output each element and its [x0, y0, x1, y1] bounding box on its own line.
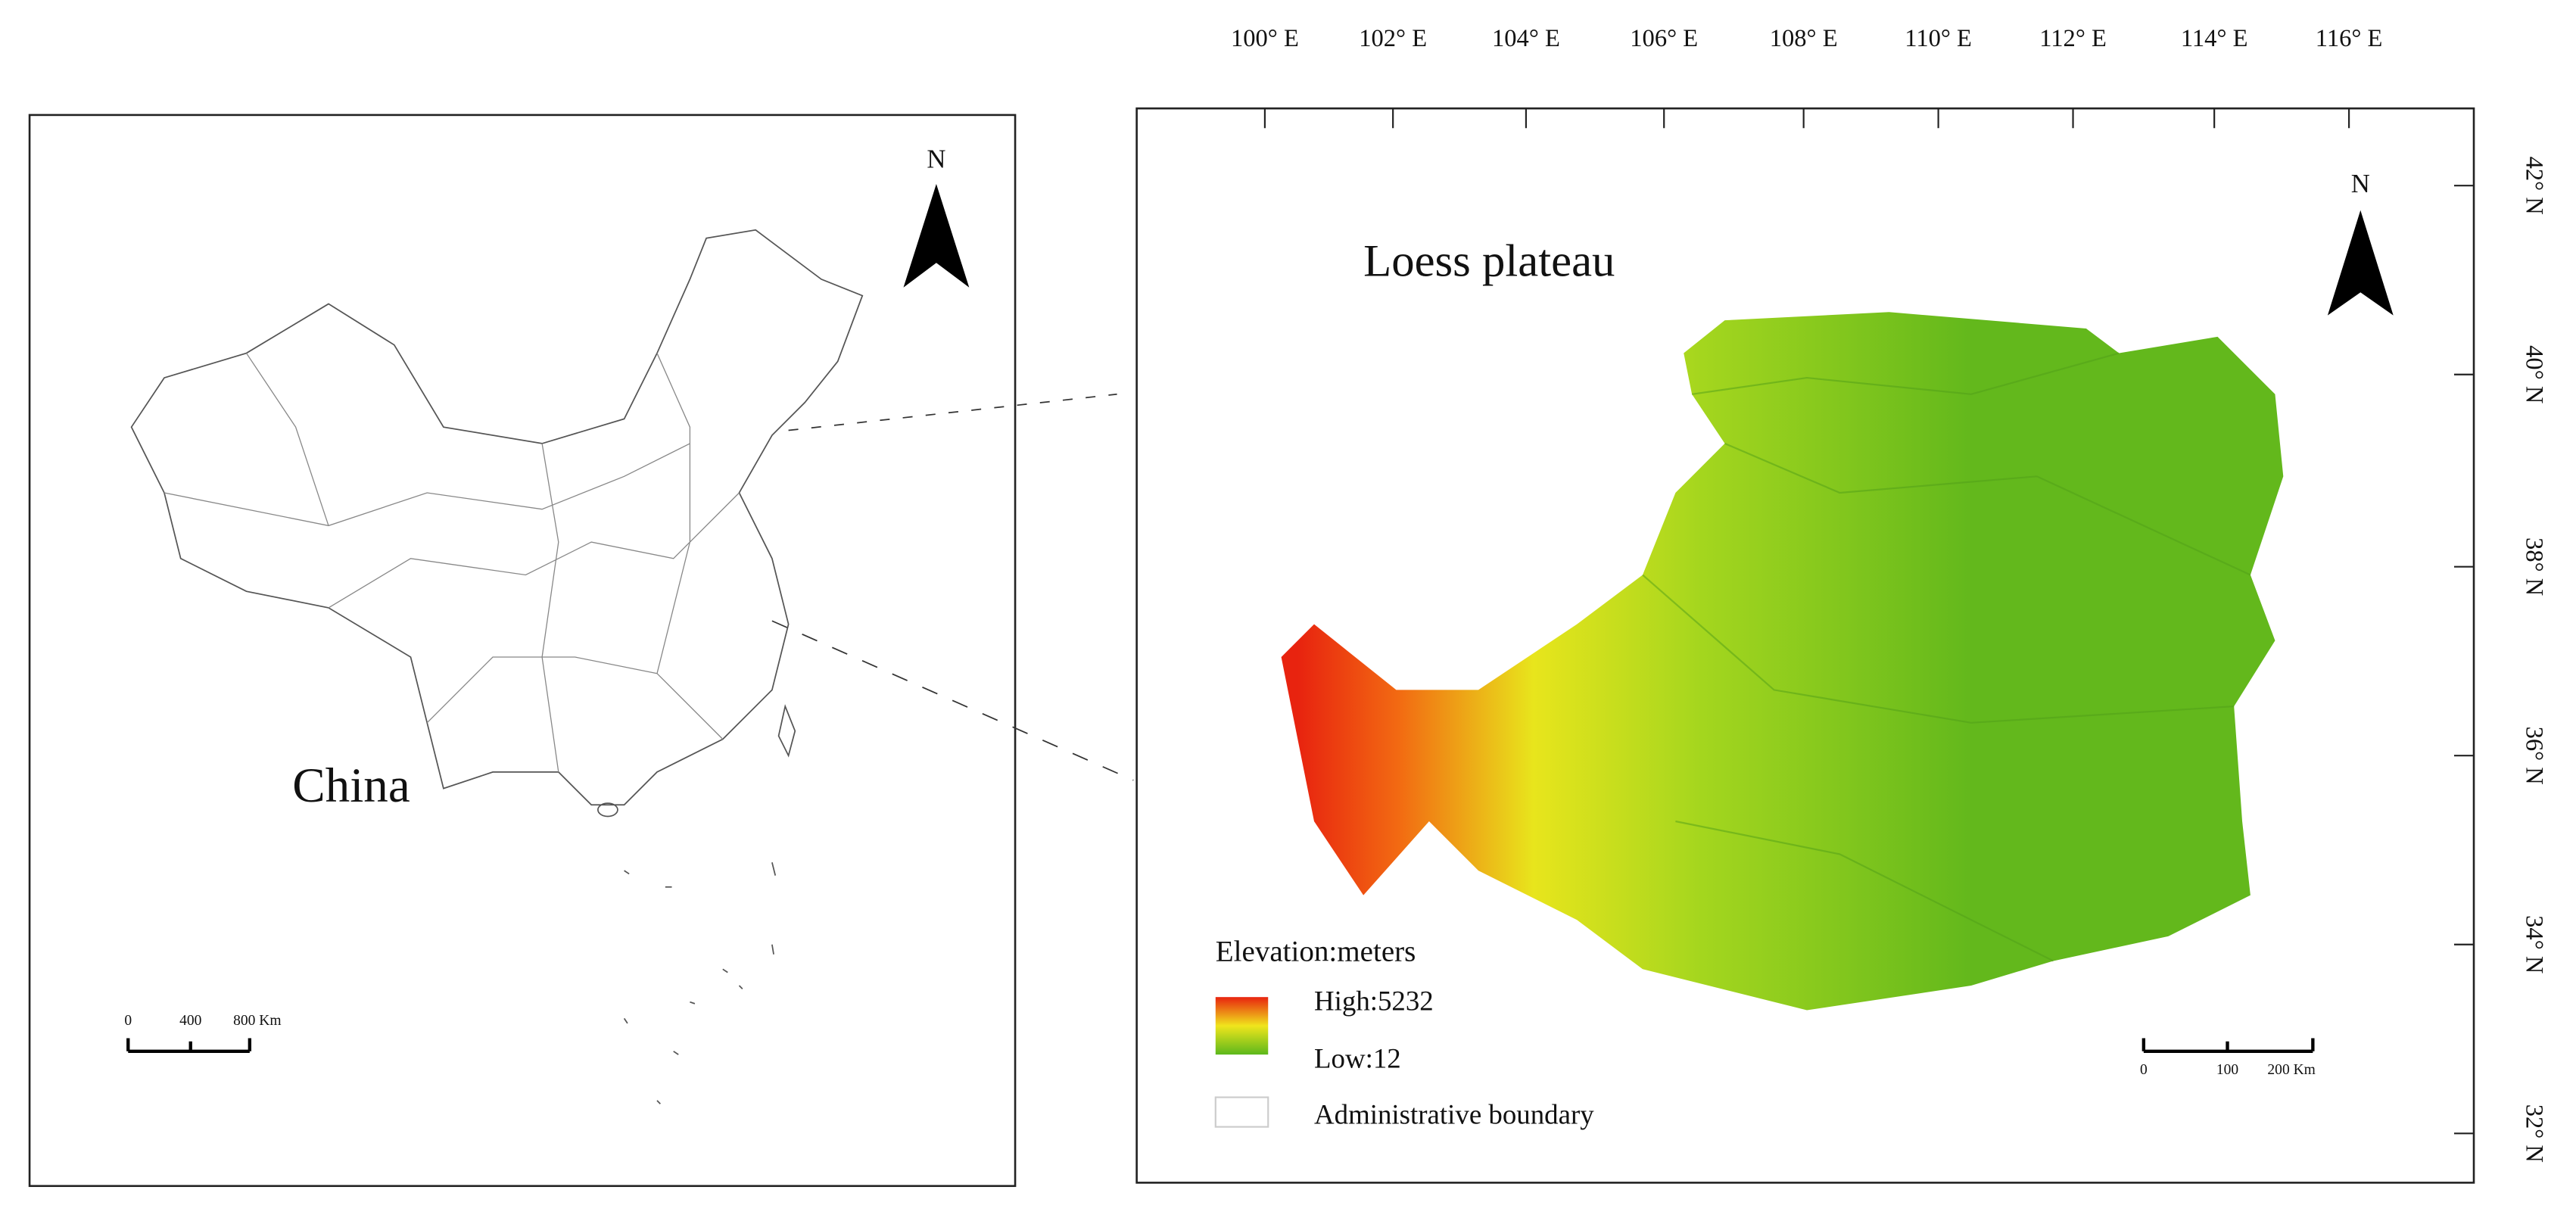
loess-plateau [1281, 312, 2284, 1011]
scale-bar [126, 1038, 252, 1053]
north-label: N [927, 144, 945, 173]
longitude-label: 104° E [1492, 25, 1560, 52]
longitude-label: 100° E [1231, 25, 1299, 52]
right-frame [1135, 107, 2475, 1184]
hainan [597, 802, 618, 818]
legend-low: Low:12 [1314, 1043, 1401, 1074]
map-title: Loess plateau [1363, 236, 1615, 287]
latitude-label: 42° N [2520, 157, 2547, 215]
longitude-label: 112° E [2039, 25, 2107, 52]
china-label: China [292, 758, 410, 813]
scale-label: 100 [2216, 1062, 2239, 1078]
legend-title: Elevation:meters [1216, 935, 1416, 967]
longitude-label: 114° E [2181, 25, 2248, 52]
scale-label: 200 Km [2267, 1062, 2315, 1078]
legend-boundary: Administrative boundary [1314, 1098, 1594, 1129]
north-arrow [2327, 210, 2394, 316]
legend-ramp [1215, 997, 1269, 1055]
link-line [788, 393, 1117, 431]
link-line [771, 620, 1134, 781]
latitude-label: 36° N [2520, 727, 2547, 785]
latitude-label: 32° N [2520, 1104, 2547, 1163]
longitude-label: 110° E [1905, 25, 1972, 52]
longitude-label: 102° E [1359, 25, 1427, 52]
north-label: N [2351, 169, 2370, 198]
legend-high: High:5232 [1314, 986, 1434, 1017]
longitude-label: 108° E [1770, 25, 1838, 52]
scale-label: 0 [2140, 1062, 2148, 1078]
scale-label: 800 Km [233, 1013, 281, 1029]
scale-label: 0 [124, 1013, 132, 1029]
terrain-lines [1642, 352, 2251, 962]
latitude-label: 40° N [2520, 345, 2547, 403]
taiwan [777, 704, 796, 758]
latitude-label: 34° N [2520, 915, 2547, 973]
map-layer: China N 0 400 800 Km Loess plateau N Ele… [28, 25, 2547, 1188]
latitude-label: 38° N [2520, 537, 2547, 596]
scale-label: 400 [179, 1013, 202, 1029]
left-frame [28, 114, 1017, 1188]
legend-boundary-swatch [1214, 1096, 1269, 1128]
china-outline [130, 229, 864, 806]
islands [623, 862, 777, 1104]
north-arrow [903, 184, 970, 288]
scale-bar [2141, 1038, 2315, 1053]
province-lines [164, 353, 740, 772]
longitude-label: 116° E [2316, 25, 2383, 52]
longitude-label: 106° E [1630, 25, 1698, 52]
